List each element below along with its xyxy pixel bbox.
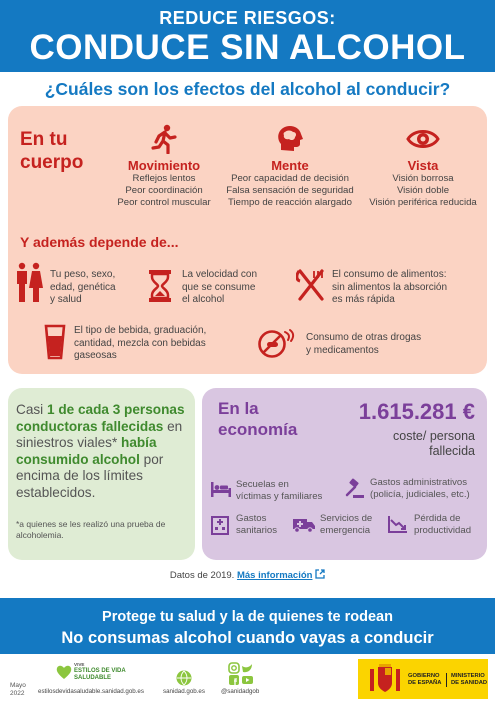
footer-line-1: Protege tu salud y la de quienes te rode…	[102, 609, 393, 625]
movement-title: Movimiento	[127, 158, 201, 173]
factor-food-text: El consumo de alimentos: sin alimentos l…	[332, 269, 448, 305]
estilos-url[interactable]: estilosdevidasaludable.sanidad.gob.es	[38, 688, 144, 695]
estilos-logo-text: ESTILOS DE VIDA SALUDABLE	[74, 668, 126, 681]
statistic-text: Casi 1 de cada 3 personas conductoras fa…	[16, 402, 185, 500]
mind-column: Mente Peor capacidad de decisión Falsa s…	[220, 124, 360, 209]
factor-speed-text: La velocidad con que se consume el alcoh…	[182, 269, 258, 305]
publication-date: Mayo 2022	[10, 682, 26, 697]
vision-line: Visión periférica reducida	[369, 197, 477, 208]
movement-column: Movimiento Reflejos lentos Peor coordina…	[104, 124, 224, 209]
people-icon	[17, 262, 43, 302]
more-info-link[interactable]: Más información	[236, 570, 313, 581]
economy-item-emergency: Servicios de emergencia	[320, 513, 373, 536]
ambulance-icon	[293, 519, 315, 533]
footer-line-2: No consumas alcohol cuando vayas a condu…	[61, 629, 434, 647]
economy-item-productivity: Pérdida de productividad	[414, 513, 472, 536]
header-banner: REDUCE RIESGOS: CONDUCE SIN ALCOHOL	[0, 0, 495, 72]
mind-line: Peor capacidad de decisión	[231, 173, 349, 184]
gavel-icon	[345, 478, 364, 498]
data-source-line: Datos de 2019. Más información	[0, 569, 495, 581]
effects-question: ¿Cuáles son los efectos del alcohol al c…	[44, 79, 451, 99]
gobierno-label: GOBIERNO DE ESPAÑA	[408, 673, 442, 686]
header-title: CONDUCE SIN ALCOHOL	[29, 28, 466, 67]
hospital-bed-icon	[211, 482, 231, 497]
globe-icon	[176, 670, 192, 686]
social-icons	[228, 662, 253, 685]
economy-item-health: Gastos sanitarios	[236, 513, 278, 536]
mind-title: Mente	[271, 158, 309, 173]
estilos-logo-small: VIVE	[74, 662, 85, 667]
mind-line: Falsa sensación de seguridad	[226, 185, 354, 196]
movement-line: Peor control muscular	[117, 197, 211, 208]
body-section-title: En tu cuerpo	[20, 129, 84, 173]
head-brain-icon	[278, 126, 303, 151]
economy-item-admin: Gastos administrativos (policía, judicia…	[370, 477, 470, 500]
sanidad-url[interactable]: sanidad.gob.es	[163, 688, 205, 695]
coat-of-arms-icon	[370, 664, 400, 692]
hourglass-icon	[149, 270, 171, 302]
bottom-strip: Mayo 2022 VIVE ESTILOS DE VIDA SALUDABLE…	[0, 654, 495, 702]
government-logo: GOBIERNO DE ESPAÑA MINISTERIO DE SANIDAD	[358, 659, 488, 699]
economy-amount: 1.615.281 €	[358, 399, 475, 424]
vision-column: Vista Visión borrosa Visión doble Visión…	[362, 124, 484, 209]
heart-logo-icon	[56, 665, 72, 679]
mind-line: Tiempo de reacción alargado	[228, 197, 352, 208]
social-handle[interactable]: @sanidadgob	[221, 688, 260, 695]
statistic-footnote: *a quienes se les realizó una prueba de …	[16, 519, 166, 540]
glass-icon	[44, 324, 66, 360]
movement-line: Peor coordinación	[125, 185, 203, 196]
factor-weight-text: Tu peso, sexo, edad, genética y salud	[50, 269, 116, 305]
factor-drink-text: El tipo de bebida, graduación, cantidad,…	[74, 325, 207, 361]
economy-cost-label: coste/ persona fallecida	[393, 429, 475, 458]
vision-line: Visión doble	[396, 185, 450, 196]
statistic-panel: Casi 1 de cada 3 personas conductoras fa…	[8, 388, 195, 560]
economy-item-sequelae: Secuelas en víctimas y familiares	[236, 479, 323, 502]
ministerio-label: MINISTERIO DE SANIDAD	[446, 673, 487, 687]
economy-title: En la economía	[218, 399, 298, 439]
eye-icon	[406, 130, 440, 148]
fork-knife-icon	[296, 269, 324, 301]
vision-line: Visión borrosa	[392, 173, 454, 184]
also-depends-heading: Y además depende de...	[20, 234, 179, 250]
pills-icon	[258, 329, 295, 358]
hospital-building-icon	[211, 516, 229, 535]
economy-panel: En la economía 1.615.281 € coste/ person…	[202, 388, 487, 560]
footer-banner: Protege tu salud y la de quienes te rode…	[0, 598, 495, 654]
chart-down-icon	[388, 516, 407, 533]
external-link-icon[interactable]	[315, 569, 325, 579]
vision-title: Vista	[407, 158, 439, 173]
factor-drugs-text: Consumo de otras drogas y medicamentos	[306, 332, 422, 356]
movement-line: Reflejos lentos	[132, 173, 196, 184]
header-subtitle: REDUCE RIESGOS:	[159, 8, 336, 28]
running-person-icon	[151, 124, 177, 154]
body-effects-panel: En tu cuerpo Movimiento Reflejos lentos …	[8, 106, 487, 374]
